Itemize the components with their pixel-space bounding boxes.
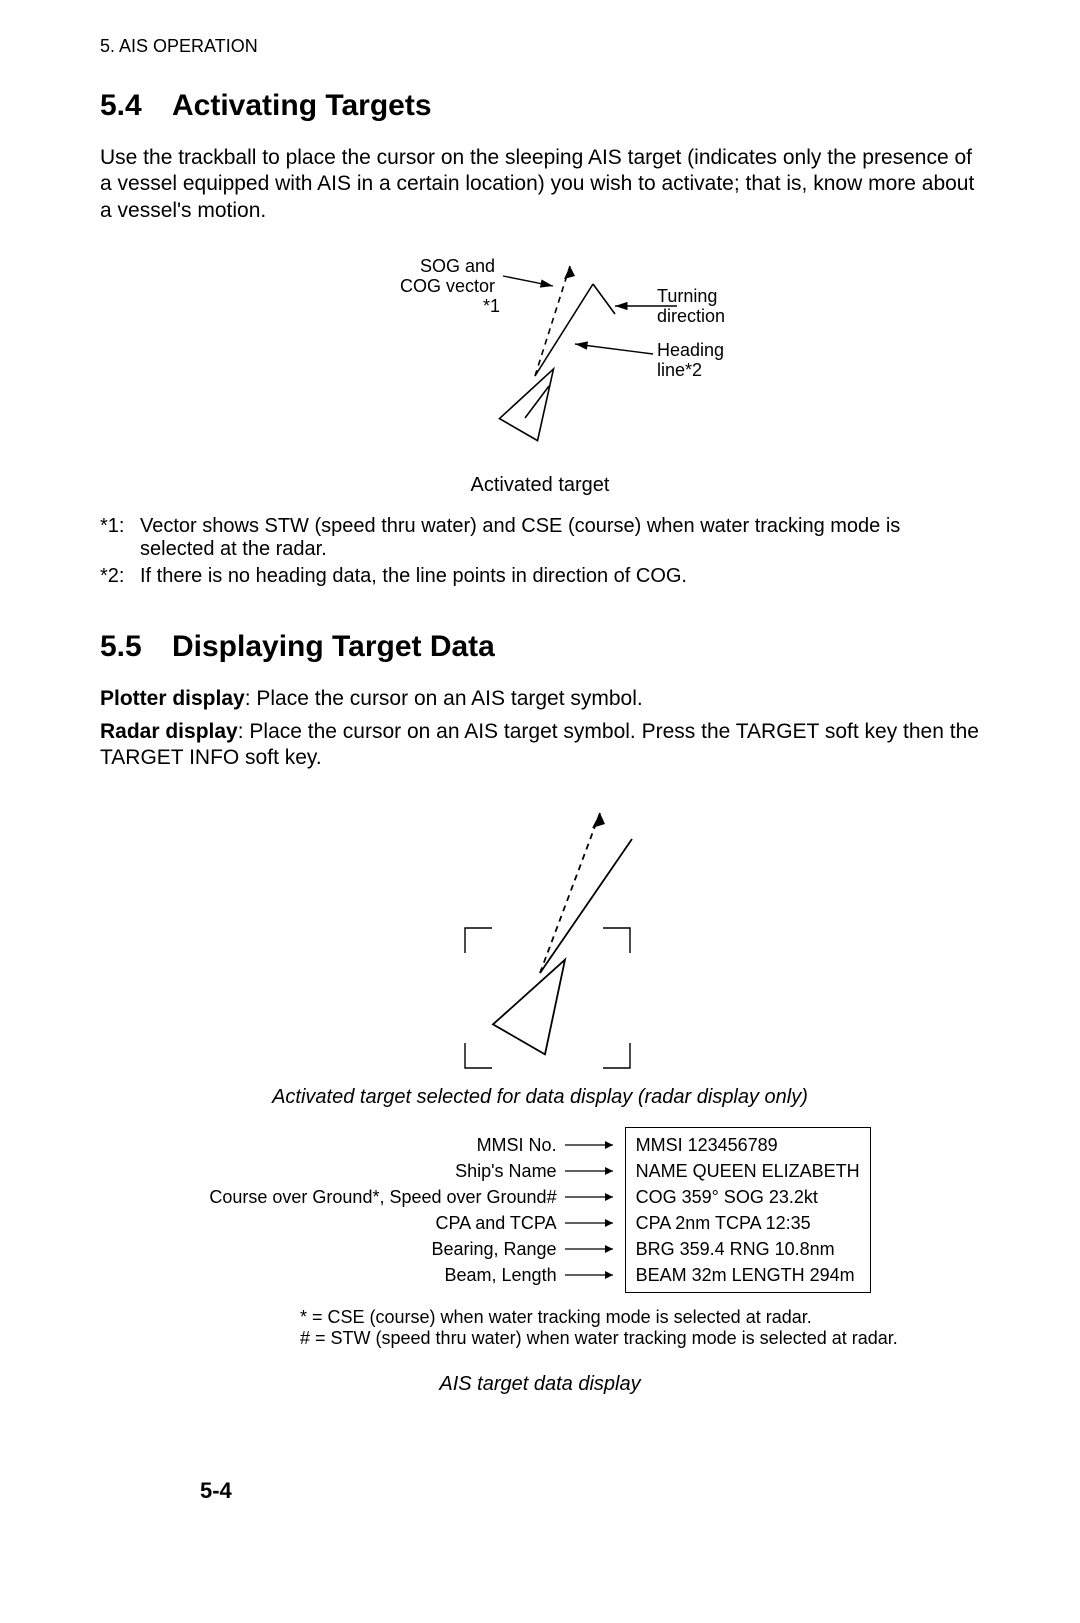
- arrow-icon: [561, 1190, 621, 1204]
- figure-5-4-caption: Activated target: [100, 474, 980, 497]
- note-1-text: Vector shows STW (speed thru water) and …: [140, 515, 980, 561]
- footnote-cse: * = CSE (course) when water tracking mod…: [300, 1307, 980, 1328]
- figure-5-5-caption: Activated target selected for data displ…: [100, 1086, 980, 1109]
- note-2-marker: *2:: [100, 565, 140, 588]
- section-5-5-number: 5.5: [100, 630, 172, 665]
- arrow-icon: [561, 1164, 621, 1178]
- footnote-stw: # = STW (speed thru water) when water tr…: [300, 1328, 980, 1349]
- label-brg-rng: Bearing, Range: [431, 1239, 556, 1260]
- value-beam-len: BEAM 32m LENGTH 294m: [636, 1262, 860, 1288]
- section-5-4-title: 5.4Activating Targets: [100, 89, 980, 124]
- label-beam-len: Beam, Length: [445, 1265, 557, 1286]
- ais-data-display-block: MMSI No. Ship's Name Course over Ground*…: [100, 1127, 980, 1293]
- section-5-5-title: 5.5Displaying Target Data: [100, 630, 980, 665]
- activated-target-diagram: SOG and COG vector *1 Turning direction …: [325, 246, 755, 466]
- value-cog-sog: COG 359° SOG 23.2kt: [636, 1184, 860, 1210]
- chapter-header: 5. AIS OPERATION: [100, 36, 980, 57]
- svg-text:SOG and COG vector: SOG and COG vector *1: [400, 256, 500, 316]
- plotter-display-text: : Place the cursor on an AIS target symb…: [245, 687, 643, 710]
- value-brg-rng: BRG 359.4 RNG 10.8nm: [636, 1236, 860, 1262]
- figure-ais-data-caption: AIS target data display: [100, 1373, 980, 1396]
- radar-display-line: Radar display: Place the cursor on an AI…: [100, 719, 980, 772]
- section-5-4-number: 5.4: [100, 89, 172, 124]
- section-5-5-text: Displaying Target Data: [172, 630, 495, 663]
- arrow-icon: [561, 1242, 621, 1256]
- value-cpa-tcpa: CPA 2nm TCPA 12:35: [636, 1210, 860, 1236]
- section-5-4-text: Activating Targets: [172, 89, 432, 122]
- label-name: Ship's Name: [455, 1161, 556, 1182]
- label-cog-sog: Course over Ground*, Speed over Ground#: [209, 1187, 556, 1208]
- note-1-marker: *1:: [100, 515, 140, 561]
- arrow-icon: [561, 1268, 621, 1282]
- radar-display-bold: Radar display: [100, 720, 238, 743]
- arrow-icon: [561, 1138, 621, 1152]
- value-mmsi: MMSI 123456789: [636, 1132, 860, 1158]
- svg-text:Heading line*2: Heading line*2: [657, 340, 729, 380]
- ais-data-box: MMSI 123456789 NAME QUEEN ELIZABETH COG …: [625, 1127, 871, 1293]
- note-2-text: If there is no heading data, the line po…: [140, 565, 980, 588]
- label-cpa-tcpa: CPA and TCPA: [436, 1213, 557, 1234]
- plotter-display-bold: Plotter display: [100, 687, 245, 710]
- ais-data-labels: MMSI No. Ship's Name Course over Ground*…: [209, 1132, 624, 1288]
- selected-target-diagram: [370, 793, 710, 1078]
- arrow-icon: [561, 1216, 621, 1230]
- data-block-footnotes: * = CSE (course) when water tracking mod…: [300, 1307, 980, 1348]
- page-number: 5-4: [200, 1478, 232, 1503]
- svg-text:Turning direction: Turning direction: [657, 286, 725, 326]
- plotter-display-line: Plotter display: Place the cursor on an …: [100, 686, 980, 712]
- section-5-4-paragraph: Use the trackball to place the cursor on…: [100, 145, 980, 224]
- value-name: NAME QUEEN ELIZABETH: [636, 1158, 860, 1184]
- label-mmsi: MMSI No.: [477, 1135, 557, 1156]
